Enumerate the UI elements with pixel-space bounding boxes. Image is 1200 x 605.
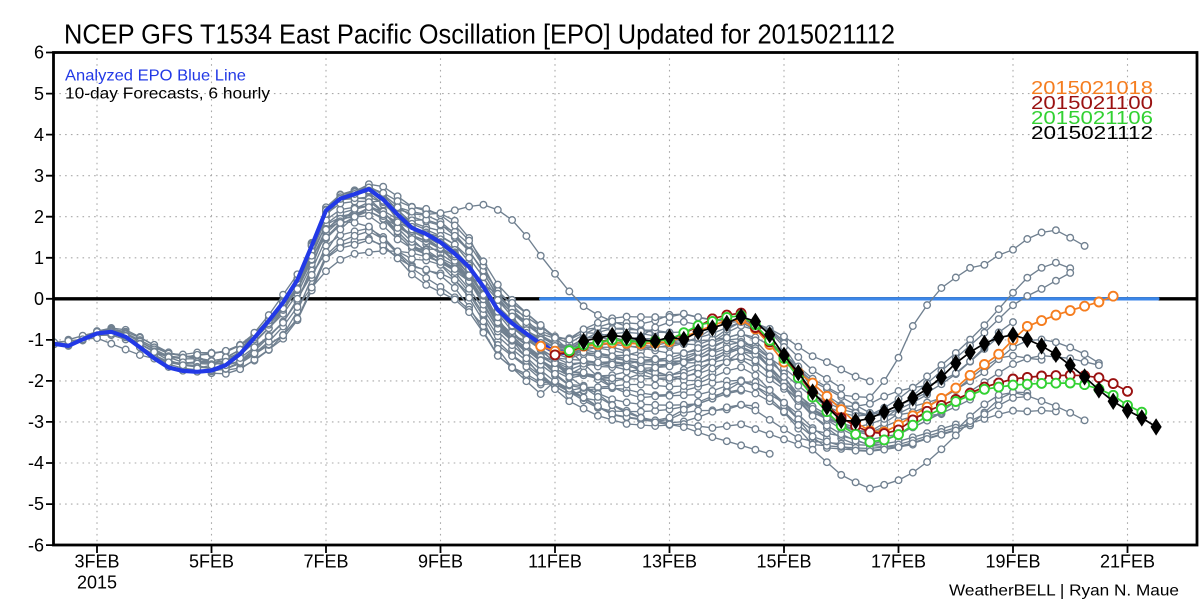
svg-text:13FEB: 13FEB <box>642 552 697 572</box>
svg-text:-1: -1 <box>28 330 44 350</box>
svg-text:21FEB: 21FEB <box>1100 552 1155 572</box>
svg-text:-2: -2 <box>28 371 44 391</box>
svg-text:4: 4 <box>34 125 44 145</box>
svg-text:7FEB: 7FEB <box>303 552 348 572</box>
svg-text:3: 3 <box>34 166 44 186</box>
svg-text:2015021112: 2015021112 <box>1031 123 1153 143</box>
svg-text:Analyzed EPO Blue Line: Analyzed EPO Blue Line <box>65 68 246 85</box>
svg-text:-5: -5 <box>28 494 44 514</box>
svg-text:2015021100: 2015021100 <box>1031 93 1153 113</box>
svg-text:5FEB: 5FEB <box>189 552 234 572</box>
svg-text:NCEP GFS T1534 East Pacific Os: NCEP GFS T1534 East Pacific Oscillation … <box>64 19 895 50</box>
svg-text:6: 6 <box>34 43 44 63</box>
svg-text:2015021018: 2015021018 <box>1031 78 1153 98</box>
svg-text:15FEB: 15FEB <box>756 552 811 572</box>
svg-text:2: 2 <box>34 207 44 227</box>
svg-text:2015021106: 2015021106 <box>1031 108 1153 128</box>
svg-text:17FEB: 17FEB <box>871 552 926 572</box>
svg-text:3FEB: 3FEB <box>74 552 119 572</box>
svg-text:WeatherBELL | Ryan N. Maue: WeatherBELL | Ryan N. Maue <box>949 583 1179 600</box>
svg-text:-6: -6 <box>28 535 44 555</box>
svg-text:-3: -3 <box>28 412 44 432</box>
svg-text:0: 0 <box>34 289 44 309</box>
svg-text:10-day Forecasts, 6 hourly: 10-day Forecasts, 6 hourly <box>65 86 270 103</box>
svg-text:11FEB: 11FEB <box>528 552 582 572</box>
svg-text:19FEB: 19FEB <box>985 552 1040 572</box>
svg-text:1: 1 <box>34 248 44 268</box>
svg-text:9FEB: 9FEB <box>418 552 463 572</box>
svg-text:-4: -4 <box>28 453 44 473</box>
svg-text:5: 5 <box>34 84 44 104</box>
svg-text:2015: 2015 <box>77 573 117 593</box>
